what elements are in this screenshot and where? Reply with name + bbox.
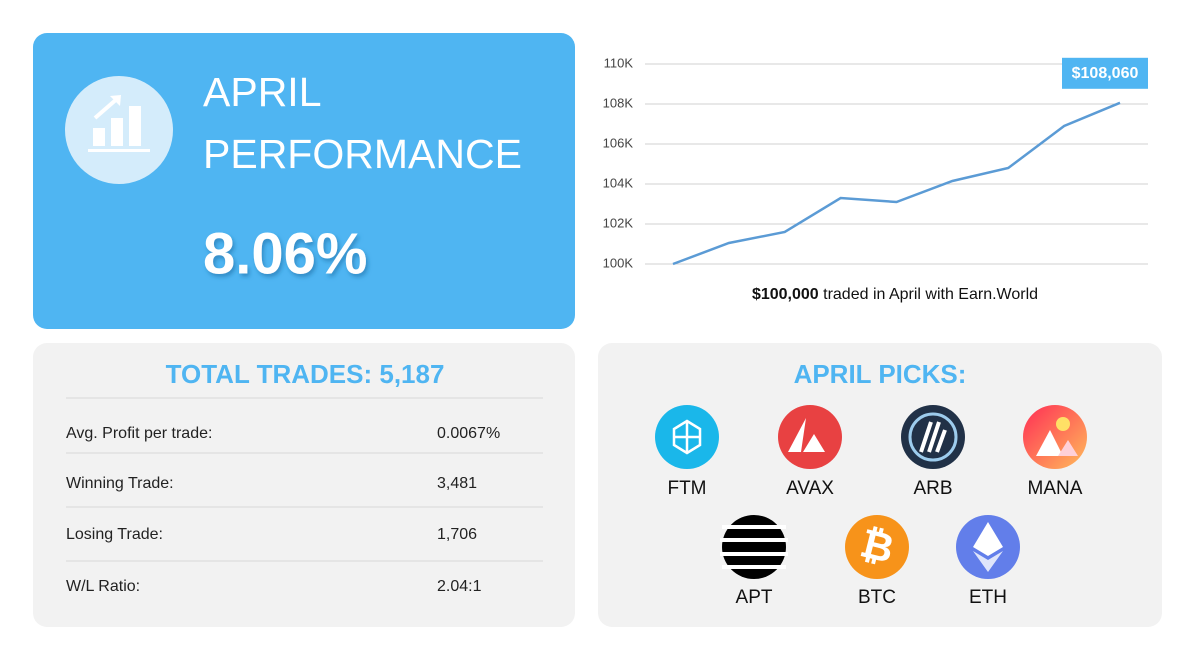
coin-arb: ARB [901, 405, 965, 499]
row-value: 0.0067% [437, 425, 500, 442]
row-value: 2.04:1 [437, 578, 482, 595]
coin-label: APT [736, 587, 773, 608]
coin-label: BTC [858, 587, 896, 608]
coin-label: AVAX [786, 478, 834, 499]
coin-ftm: FTM [655, 405, 719, 499]
title-line: PERFORMANCE [203, 131, 522, 177]
row-label: Losing Trade: [66, 526, 163, 543]
coin-apt: APT [720, 515, 788, 608]
y-tick-label: 104K [603, 175, 634, 190]
title-line: APRIL [203, 69, 322, 115]
chart-caption: $100,000 traded in April with Earn.World [752, 286, 1038, 303]
performance-value: 8.06% [203, 221, 367, 286]
coin-mana: MANA [1023, 405, 1087, 499]
coin-btc: ₿ BTC [845, 515, 909, 608]
y-tick-label: 108K [603, 95, 634, 110]
stats-panel [33, 343, 575, 627]
value-label-box [1062, 57, 1148, 89]
coin-label: ARB [913, 478, 952, 499]
row-label: Winning Trade: [66, 475, 174, 492]
y-tick-label: 102K [603, 215, 634, 230]
stats-rows: Avg. Profit per trade: 0.0067% Winning Tra… [66, 397, 543, 595]
y-tick-label: 106K [603, 135, 634, 150]
performance-panel [33, 33, 575, 329]
y-tick-label: 110K [604, 55, 634, 70]
coin-label: MANA [1028, 478, 1083, 499]
icon-bars [88, 95, 150, 152]
y-tick-label: 100K [603, 255, 634, 270]
value-label: $108,060 [1072, 65, 1139, 82]
row-value: 1,706 [437, 526, 477, 543]
coin-eth: ETH [956, 515, 1020, 608]
picks-title: APRIL PICKS: [794, 359, 967, 389]
coin-label: ETH [969, 587, 1007, 608]
line-series [672, 101, 1121, 266]
row-label: W/L Ratio: [66, 578, 140, 595]
caption-bold: $100,000 [752, 286, 819, 303]
coin-label: FTM [667, 478, 706, 499]
row-label: Avg. Profit per trade: [66, 425, 212, 442]
coin-avax: AVAX [778, 405, 842, 499]
row-value: 3,481 [437, 475, 477, 492]
caption-text: traded in April with Earn.World [823, 286, 1038, 303]
stats-title: TOTAL TRADES: 5,187 [166, 359, 445, 389]
